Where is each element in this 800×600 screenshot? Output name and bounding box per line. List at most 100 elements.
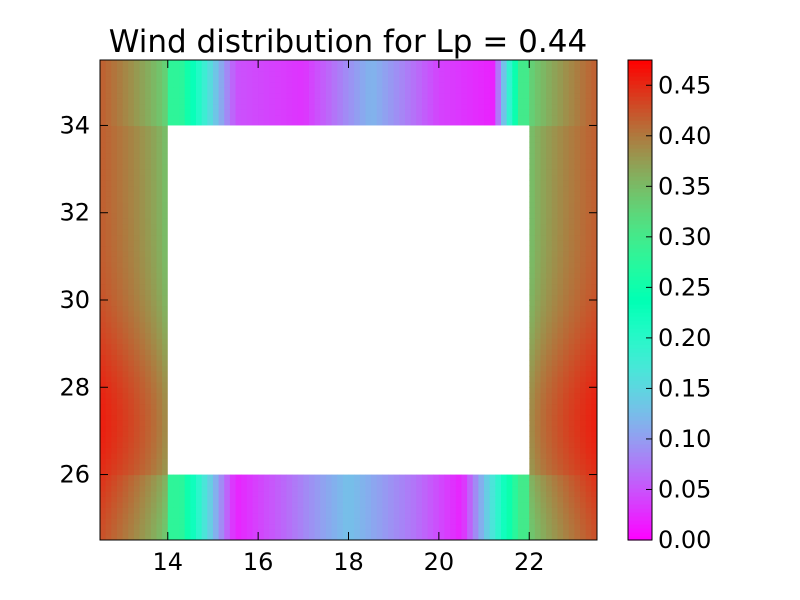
heatmap-cell [568, 234, 576, 241]
heatmap-cell [591, 300, 597, 307]
heatmap-cell [100, 92, 107, 99]
heatmap-cell [529, 76, 536, 83]
heatmap-cell [348, 60, 355, 67]
heatmap-cell [128, 98, 135, 105]
heatmap-cell [484, 534, 491, 540]
heatmap-cell [523, 501, 530, 508]
heatmap-cell [156, 240, 163, 247]
heatmap-cell [416, 109, 423, 116]
colorbar-segment [628, 128, 652, 133]
heatmap-cell [128, 381, 135, 388]
heatmap-cell [489, 70, 496, 77]
heatmap-cell [207, 480, 214, 487]
heatmap-cell [241, 81, 248, 88]
heatmap-cell [116, 180, 124, 187]
heatmap-cell [365, 512, 372, 519]
heatmap-cell [145, 338, 152, 345]
heatmap-cell [145, 507, 152, 514]
heatmap-cell [472, 114, 479, 121]
heatmap-cell [139, 420, 146, 427]
heatmap-cell [139, 218, 146, 225]
heatmap-cell [580, 125, 587, 132]
heatmap-cell [167, 109, 175, 116]
heatmap-cell [320, 98, 327, 105]
heatmap-cell [116, 480, 124, 487]
heatmap-cell [196, 103, 203, 110]
x-tick-label: 20 [424, 548, 455, 576]
heatmap-cell [568, 430, 576, 437]
heatmap-cell [145, 136, 152, 143]
heatmap-cell [342, 512, 350, 519]
heatmap-cell [212, 512, 220, 519]
heatmap-cell [444, 485, 451, 492]
heatmap-cell [540, 174, 547, 181]
heatmap-cell [404, 70, 412, 77]
heatmap-cell [105, 376, 112, 383]
heatmap-cell [529, 321, 536, 328]
heatmap-cell [145, 278, 152, 285]
heatmap-cell [212, 529, 220, 536]
heatmap-cell [133, 452, 141, 459]
heatmap-cell [286, 109, 293, 116]
heatmap-cell [179, 103, 186, 110]
heatmap-cell [156, 180, 163, 187]
heatmap-cell [393, 512, 400, 519]
heatmap-cell [173, 81, 180, 88]
heatmap-cell [122, 376, 129, 383]
heatmap-cell [314, 518, 321, 525]
heatmap-cell [563, 163, 570, 170]
heatmap-cell [116, 250, 124, 257]
heatmap-cell [585, 485, 592, 492]
heatmap-cell [529, 212, 536, 219]
heatmap-cell [472, 120, 479, 127]
heatmap-cell [122, 332, 129, 339]
heatmap-cell [325, 70, 333, 77]
heatmap-cell [568, 463, 576, 470]
heatmap-cell [173, 76, 180, 83]
heatmap-cell [331, 60, 338, 67]
heatmap-cell [591, 125, 597, 132]
heatmap-cell [280, 529, 287, 536]
heatmap-cell [506, 480, 513, 487]
heatmap-cell [359, 507, 367, 514]
heatmap-cell [184, 65, 191, 72]
heatmap-cell [100, 81, 107, 88]
heatmap-cell [150, 370, 158, 377]
heatmap-cell [263, 87, 271, 94]
heatmap-cell [116, 283, 124, 290]
heatmap-cell [303, 65, 310, 72]
heatmap-cell [574, 141, 581, 148]
heatmap-cell [145, 327, 152, 334]
heatmap-cell [150, 65, 158, 72]
heatmap-cell [478, 507, 485, 514]
heatmap-cell [246, 114, 254, 121]
heatmap-cell [133, 512, 141, 519]
heatmap-cell [540, 218, 547, 225]
heatmap-cell [111, 245, 118, 252]
heatmap-cell [371, 87, 378, 94]
heatmap-cell [546, 65, 553, 72]
heatmap-cell [184, 523, 191, 530]
heatmap-cell [128, 501, 135, 508]
heatmap-cell [450, 114, 457, 121]
heatmap-cell [150, 300, 158, 307]
colorbar-segment [628, 444, 652, 449]
heatmap-cell [212, 490, 220, 497]
heatmap-cell [190, 76, 197, 83]
heatmap-cell [563, 289, 570, 296]
heatmap-cell [122, 109, 129, 116]
heatmap-cell [348, 70, 355, 77]
heatmap-cell [455, 485, 463, 492]
heatmap-cell [580, 529, 587, 536]
heatmap-cell [529, 147, 536, 154]
heatmap-cell [540, 490, 547, 497]
colorbar: 0.000.050.100.150.200.250.300.350.400.45 [627, 59, 711, 554]
heatmap-cell [139, 403, 146, 410]
heatmap-cell [173, 518, 180, 525]
heatmap-cell [150, 103, 158, 110]
heatmap-cell [111, 152, 118, 159]
heatmap-cell [354, 474, 361, 481]
heatmap-cell [297, 70, 304, 77]
heatmap-cell [365, 485, 372, 492]
colorbar-segment [628, 264, 652, 269]
